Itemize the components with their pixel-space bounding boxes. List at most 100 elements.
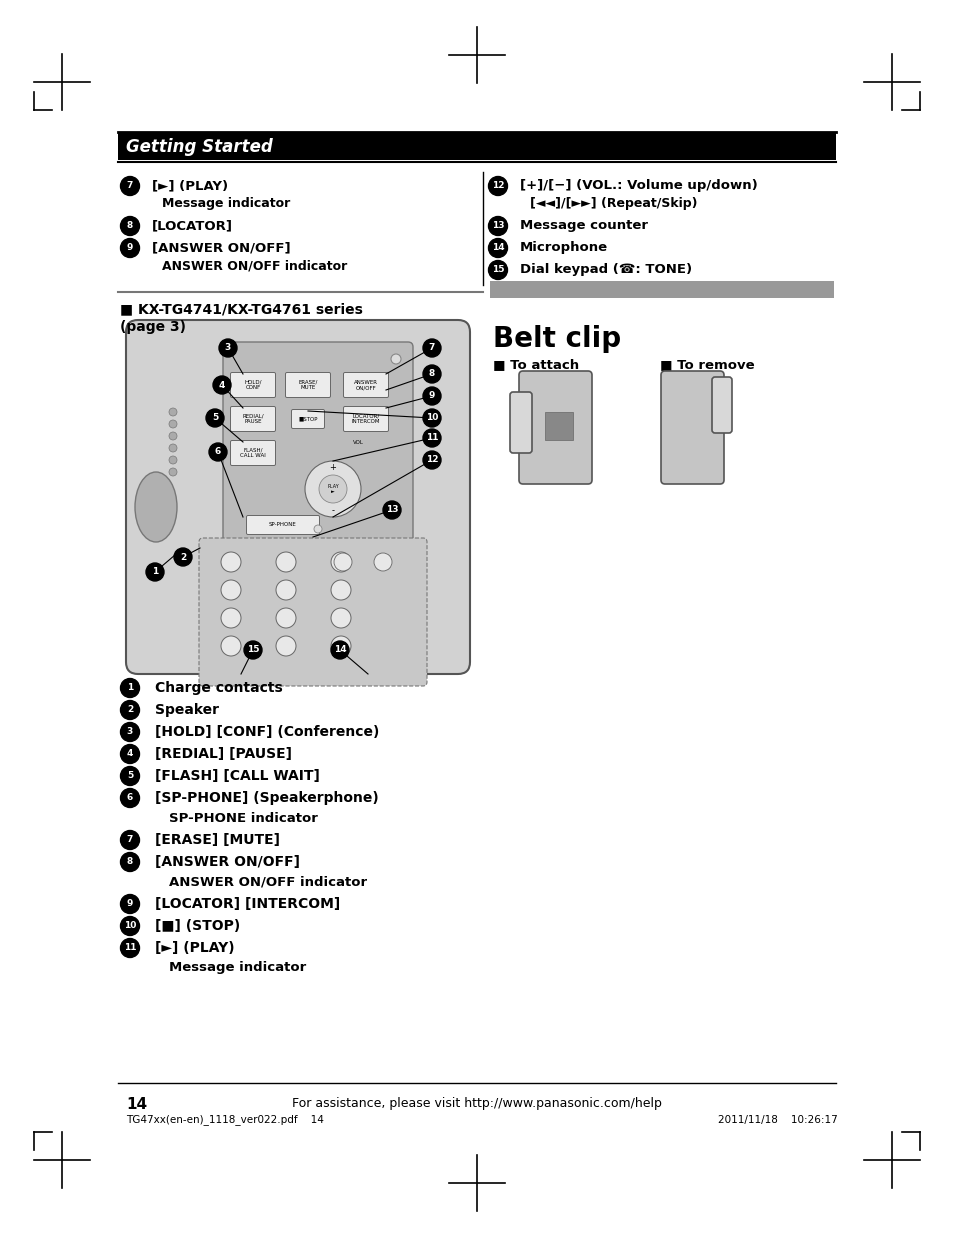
Text: ■ KX-TG4741/KX-TG4761 series: ■ KX-TG4741/KX-TG4761 series <box>120 302 362 316</box>
Text: 8: 8 <box>127 858 133 866</box>
Circle shape <box>120 917 139 936</box>
FancyBboxPatch shape <box>285 372 330 397</box>
Text: Microphone: Microphone <box>519 242 607 254</box>
Circle shape <box>275 635 295 656</box>
Circle shape <box>120 830 139 850</box>
Text: 2011/11/18    10:26:17: 2011/11/18 10:26:17 <box>718 1114 837 1126</box>
Text: 14: 14 <box>126 1097 147 1112</box>
Text: [►] (PLAY): [►] (PLAY) <box>154 941 234 956</box>
Text: 2: 2 <box>127 705 133 715</box>
FancyBboxPatch shape <box>510 392 532 453</box>
Circle shape <box>120 853 139 871</box>
Circle shape <box>120 938 139 958</box>
Text: +: + <box>329 463 336 472</box>
Text: ERASE/
MUTE: ERASE/ MUTE <box>298 380 317 391</box>
Circle shape <box>120 767 139 786</box>
Bar <box>118 133 835 160</box>
Text: [ANSWER ON/OFF]: [ANSWER ON/OFF] <box>152 242 291 254</box>
Text: SP-PHONE indicator: SP-PHONE indicator <box>169 812 317 824</box>
Circle shape <box>219 339 236 357</box>
FancyBboxPatch shape <box>231 441 275 465</box>
Circle shape <box>146 563 164 581</box>
FancyBboxPatch shape <box>292 410 324 428</box>
Circle shape <box>422 450 440 469</box>
Text: 15: 15 <box>247 645 259 654</box>
Text: 8: 8 <box>429 370 435 379</box>
Text: 7: 7 <box>127 181 133 191</box>
Circle shape <box>169 419 177 428</box>
Circle shape <box>275 580 295 599</box>
Circle shape <box>422 387 440 405</box>
FancyBboxPatch shape <box>223 343 413 542</box>
Circle shape <box>120 745 139 763</box>
FancyBboxPatch shape <box>518 371 592 484</box>
Circle shape <box>169 455 177 464</box>
Text: 9: 9 <box>127 900 133 908</box>
Text: 7: 7 <box>127 835 133 844</box>
Text: ■STOP: ■STOP <box>298 417 317 422</box>
Circle shape <box>422 429 440 447</box>
Text: Speaker: Speaker <box>154 702 219 717</box>
Circle shape <box>120 895 139 913</box>
FancyBboxPatch shape <box>199 539 427 686</box>
Text: Belt clip: Belt clip <box>493 325 620 352</box>
Text: ANSWER
ON/OFF: ANSWER ON/OFF <box>354 380 377 391</box>
Text: Getting Started: Getting Started <box>126 138 273 155</box>
Circle shape <box>275 552 295 572</box>
Text: SP-PHONE: SP-PHONE <box>269 522 296 527</box>
Circle shape <box>331 580 351 599</box>
FancyBboxPatch shape <box>246 515 319 535</box>
Ellipse shape <box>135 472 177 542</box>
Circle shape <box>209 443 227 460</box>
Circle shape <box>305 460 360 517</box>
FancyBboxPatch shape <box>660 371 723 484</box>
Text: [HOLD] [CONF] (Conference): [HOLD] [CONF] (Conference) <box>154 725 379 738</box>
Text: ANSWER ON/OFF indicator: ANSWER ON/OFF indicator <box>169 875 367 889</box>
Circle shape <box>488 216 507 236</box>
Text: 11: 11 <box>124 943 136 953</box>
Text: For assistance, please visit http://www.panasonic.com/help: For assistance, please visit http://www.… <box>292 1097 661 1109</box>
FancyBboxPatch shape <box>711 377 731 433</box>
Circle shape <box>173 549 192 566</box>
Text: 12: 12 <box>425 455 437 464</box>
Circle shape <box>120 700 139 720</box>
Text: VOL: VOL <box>353 441 363 446</box>
Text: 2: 2 <box>180 552 186 561</box>
FancyBboxPatch shape <box>231 407 275 432</box>
Circle shape <box>120 679 139 697</box>
Bar <box>490 280 833 298</box>
FancyBboxPatch shape <box>231 372 275 397</box>
Text: 1: 1 <box>152 567 158 577</box>
Circle shape <box>331 635 351 656</box>
Circle shape <box>422 339 440 357</box>
Circle shape <box>382 501 400 519</box>
Text: Message indicator: Message indicator <box>162 197 290 211</box>
Text: PLAY
►: PLAY ► <box>327 484 338 494</box>
Text: 9: 9 <box>428 391 435 401</box>
Circle shape <box>374 553 392 571</box>
Text: 13: 13 <box>385 505 397 515</box>
Circle shape <box>169 408 177 416</box>
Circle shape <box>331 642 349 659</box>
Text: TG47xx(en-en)_1118_ver022.pdf    14: TG47xx(en-en)_1118_ver022.pdf 14 <box>126 1114 323 1126</box>
Circle shape <box>221 608 241 628</box>
Text: 3: 3 <box>225 344 231 352</box>
Text: [►] (PLAY): [►] (PLAY) <box>152 180 228 192</box>
Text: 7: 7 <box>428 344 435 352</box>
Circle shape <box>221 635 241 656</box>
Text: 14: 14 <box>334 645 346 654</box>
Text: ■ To attach: ■ To attach <box>493 357 578 371</box>
Text: [FLASH] [CALL WAIT]: [FLASH] [CALL WAIT] <box>154 769 319 783</box>
Text: LOCATOR/
INTERCOM: LOCATOR/ INTERCOM <box>352 413 380 424</box>
Bar <box>544 412 573 441</box>
Text: 10: 10 <box>124 922 136 931</box>
Circle shape <box>488 261 507 279</box>
Text: 10: 10 <box>425 413 437 422</box>
Circle shape <box>244 642 262 659</box>
Text: 6: 6 <box>214 448 221 457</box>
Text: [REDIAL] [PAUSE]: [REDIAL] [PAUSE] <box>154 747 292 761</box>
Text: 1: 1 <box>127 684 133 692</box>
Circle shape <box>169 432 177 441</box>
Circle shape <box>221 580 241 599</box>
Circle shape <box>422 365 440 383</box>
